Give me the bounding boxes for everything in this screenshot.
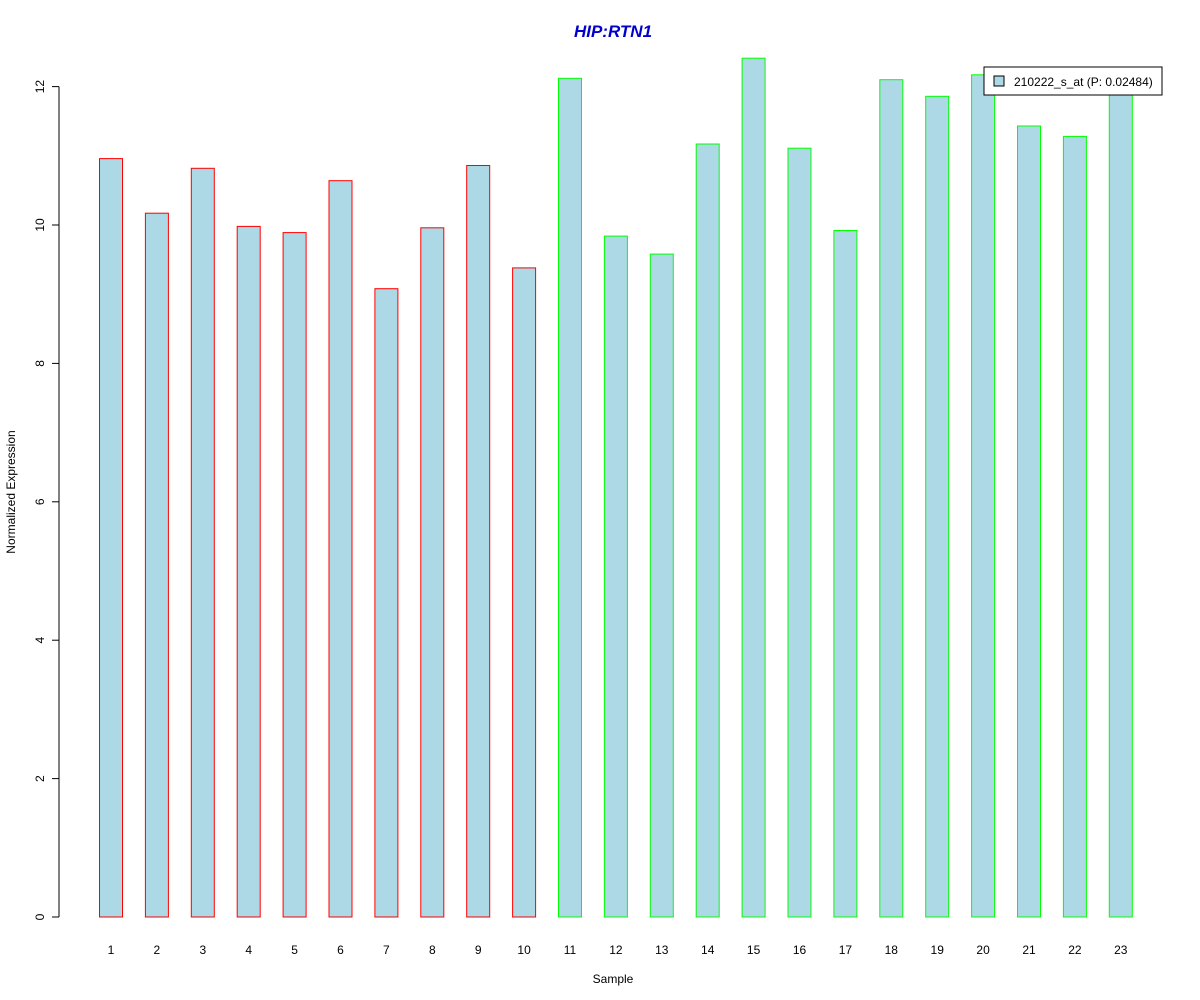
bar-sample-16	[787, 147, 812, 918]
x-tick-label: 17	[839, 943, 853, 957]
y-tick-label: 6	[33, 498, 47, 505]
legend: 210222_s_at (P: 0.02484)	[983, 66, 1163, 96]
bar-sample-9	[466, 165, 491, 918]
chart-title: HIP:RTN1	[574, 22, 652, 41]
x-tick-label: 6	[337, 943, 344, 957]
x-tick-label: 18	[885, 943, 899, 957]
bar-sample-17	[833, 230, 858, 918]
legend-label: 210222_s_at (P: 0.02484)	[1014, 75, 1153, 89]
x-tick-label: 21	[1022, 943, 1036, 957]
bar-sample-23	[1108, 92, 1133, 918]
bar-sample-2	[144, 212, 169, 918]
y-tick-label: 10	[33, 218, 47, 232]
bar-sample-5	[282, 232, 307, 918]
y-axis: 0 2 4 6 8 10 12	[33, 80, 60, 920]
bar-sample-21	[1017, 125, 1041, 918]
x-tick-label: 12	[609, 943, 623, 957]
x-tick-label: 13	[655, 943, 669, 957]
x-tick-label: 16	[793, 943, 807, 957]
bar-sample-20	[971, 74, 996, 918]
x-tick-label: 20	[976, 943, 990, 957]
x-tick-label: 1	[108, 943, 115, 957]
x-tick-label: 14	[701, 943, 715, 957]
x-axis-label: Sample	[593, 972, 634, 986]
x-tick-label: 9	[475, 943, 482, 957]
bar-sample-6	[328, 180, 353, 918]
x-tick-label: 2	[154, 943, 161, 957]
x-tick-label: 15	[747, 943, 761, 957]
bar-sample-7	[374, 288, 399, 918]
bar-sample-10	[512, 267, 537, 918]
x-tick-label: 23	[1114, 943, 1128, 957]
y-tick-label: 8	[33, 360, 47, 367]
y-axis-label: Normalized Expression	[4, 430, 18, 553]
bars-group	[99, 57, 1133, 918]
y-tick-label: 4	[33, 637, 47, 644]
bar-sample-14	[695, 143, 720, 918]
bar-sample-8	[420, 227, 445, 918]
bar-sample-22	[1062, 135, 1087, 918]
y-tick-label: 0	[33, 913, 47, 920]
legend-swatch	[993, 75, 1005, 87]
x-tick-label: 10	[517, 943, 531, 957]
bar-sample-3	[190, 167, 215, 918]
x-tick-label: 22	[1068, 943, 1082, 957]
bar-sample-13	[649, 253, 674, 918]
x-tick-label: 8	[429, 943, 436, 957]
x-tick-label: 19	[931, 943, 945, 957]
bar-sample-15	[741, 57, 766, 918]
bar-sample-1	[99, 158, 123, 918]
x-tick-label: 3	[199, 943, 206, 957]
x-tick-label: 11	[564, 943, 577, 957]
bar-sample-12	[603, 235, 628, 918]
x-tick-label: 5	[291, 943, 298, 957]
x-tick-label: 4	[245, 943, 252, 957]
legend-box	[983, 66, 1163, 96]
x-tick-label: 7	[383, 943, 390, 957]
y-tick-label: 12	[33, 80, 47, 94]
y-tick-label: 2	[33, 775, 47, 782]
bar-sample-18	[879, 79, 904, 918]
bar-sample-4	[236, 225, 261, 918]
bar-sample-19	[925, 95, 950, 918]
bar-sample-11	[558, 77, 582, 918]
x-tick-labels: 1 2 3 4 5 6 7 8 9 10 11 12 13 14 15 16 17 18 19 20 21 22 23	[108, 943, 1128, 957]
